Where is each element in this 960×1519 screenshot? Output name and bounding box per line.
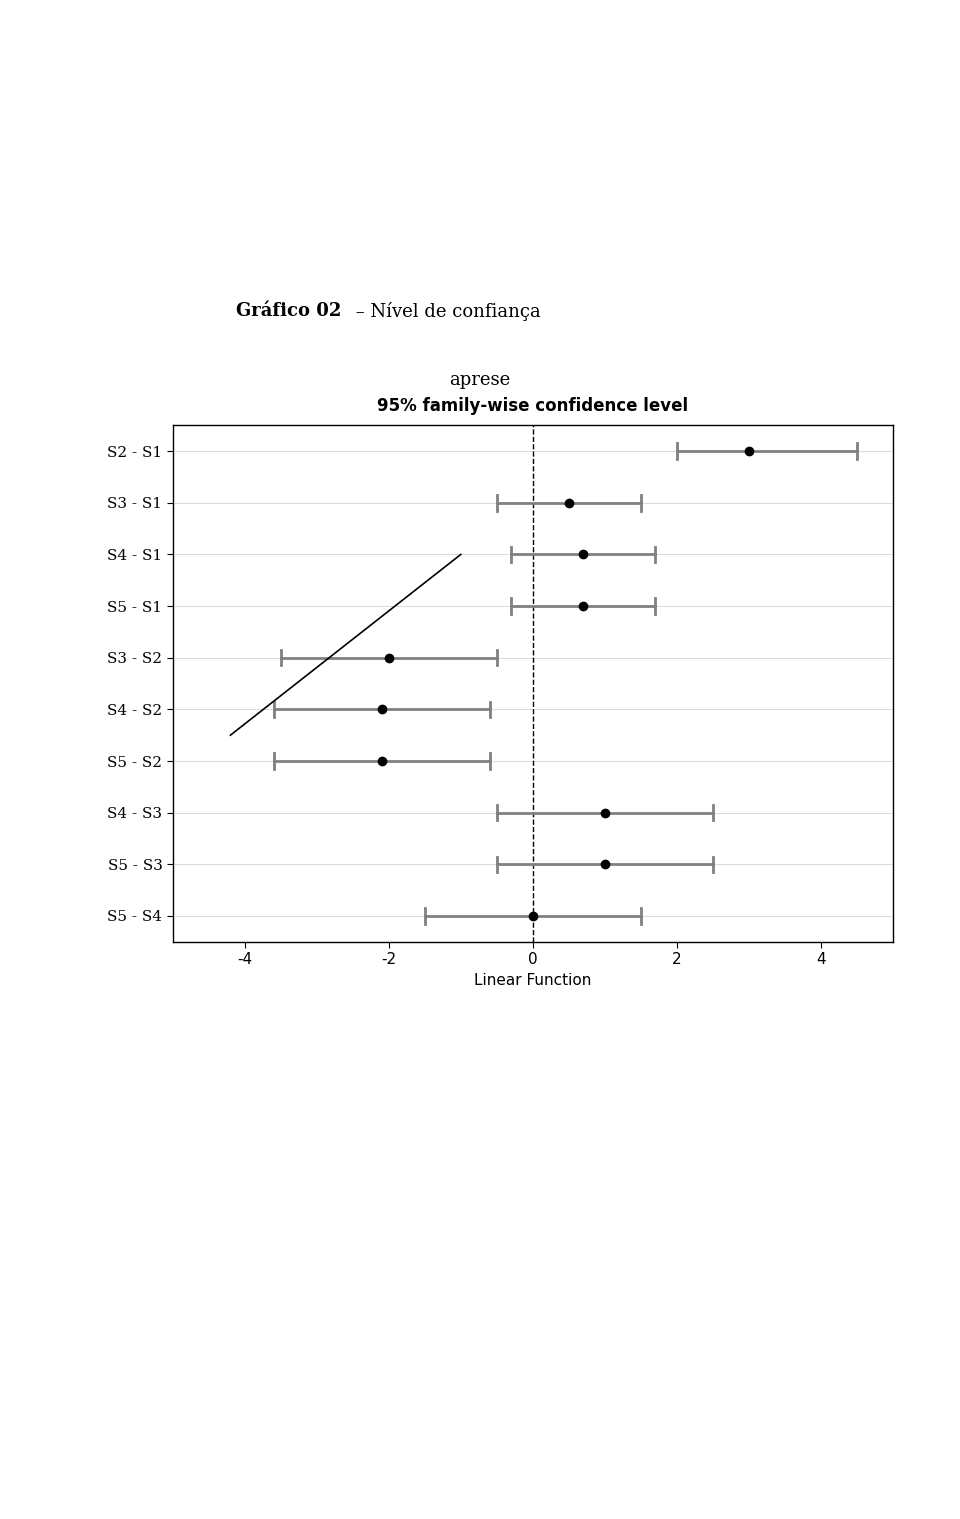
- Text: aprese: aprese: [449, 371, 511, 389]
- Title: 95% family-wise confidence level: 95% family-wise confidence level: [377, 398, 688, 415]
- X-axis label: Linear Function: Linear Function: [474, 972, 591, 987]
- Text: Gráfico 02: Gráfico 02: [236, 302, 342, 321]
- Text: – Nível de confiança: – Nível de confiança: [350, 302, 541, 321]
